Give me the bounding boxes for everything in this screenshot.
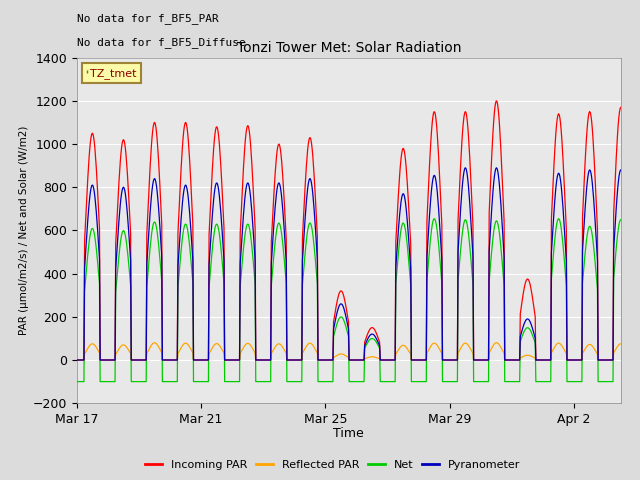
Title: Tonzi Tower Met: Solar Radiation: Tonzi Tower Met: Solar Radiation [237,41,461,55]
Legend: TZ_tmet: TZ_tmet [83,63,141,83]
X-axis label: Time: Time [333,427,364,440]
Y-axis label: PAR (μmol/m2/s) / Net and Solar (W/m2): PAR (μmol/m2/s) / Net and Solar (W/m2) [19,126,29,335]
Text: No data for f_BF5_Diffuse: No data for f_BF5_Diffuse [77,37,246,48]
Text: No data for f_BF5_PAR: No data for f_BF5_PAR [77,12,218,24]
Legend: Incoming PAR, Reflected PAR, Net, Pyranometer: Incoming PAR, Reflected PAR, Net, Pyrano… [141,456,525,474]
